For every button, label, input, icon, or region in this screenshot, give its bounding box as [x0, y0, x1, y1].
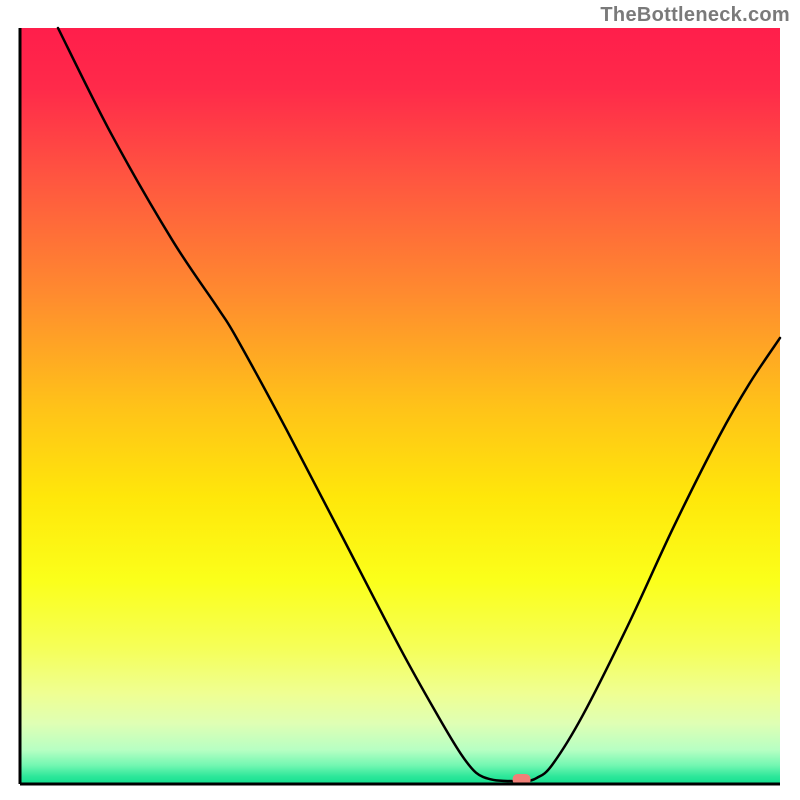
- chart-container: TheBottleneck.com: [0, 0, 800, 800]
- bottleneck-chart: [0, 0, 800, 800]
- plot-background: [20, 28, 780, 784]
- watermark-text: TheBottleneck.com: [600, 4, 790, 27]
